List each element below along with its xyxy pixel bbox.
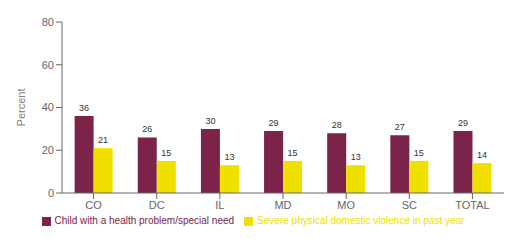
svg-text:MO: MO: [337, 199, 355, 211]
svg-text:30: 30: [205, 116, 215, 126]
svg-text:13: 13: [224, 152, 234, 162]
html-text:Severe physical domestic viole: Severe physical domestic violence in pas…: [257, 215, 465, 226]
svg-text:14: 14: [477, 150, 487, 160]
svg-text:TOTAL: TOTAL: [455, 199, 489, 211]
html-text:Child with a health problem/sp: Child with a health problem/special need: [54, 215, 235, 226]
svg-text:15: 15: [161, 148, 171, 158]
svg-text:Percent: Percent: [15, 89, 27, 127]
svg-text:21: 21: [98, 135, 108, 145]
svg-text:13: 13: [351, 152, 361, 162]
svg-text:60: 60: [42, 59, 54, 71]
svg-text:36: 36: [79, 103, 89, 113]
svg-text:28: 28: [332, 120, 342, 130]
svg-text:SC: SC: [402, 199, 417, 211]
svg-text:29: 29: [269, 118, 279, 128]
svg-text:80: 80: [42, 16, 54, 28]
svg-text:15: 15: [414, 148, 424, 158]
svg-text:27: 27: [395, 122, 405, 132]
svg-text:DC: DC: [149, 199, 165, 211]
svg-text:MD: MD: [274, 199, 291, 211]
svg-text:29: 29: [458, 118, 468, 128]
svg-text:26: 26: [142, 124, 152, 134]
svg-text:IL: IL: [215, 199, 224, 211]
svg-text:CO: CO: [85, 199, 102, 211]
svg-text:20: 20: [42, 144, 54, 156]
svg-text:15: 15: [288, 148, 298, 158]
svg-text:0: 0: [48, 187, 54, 199]
svg-text:40: 40: [42, 101, 54, 113]
